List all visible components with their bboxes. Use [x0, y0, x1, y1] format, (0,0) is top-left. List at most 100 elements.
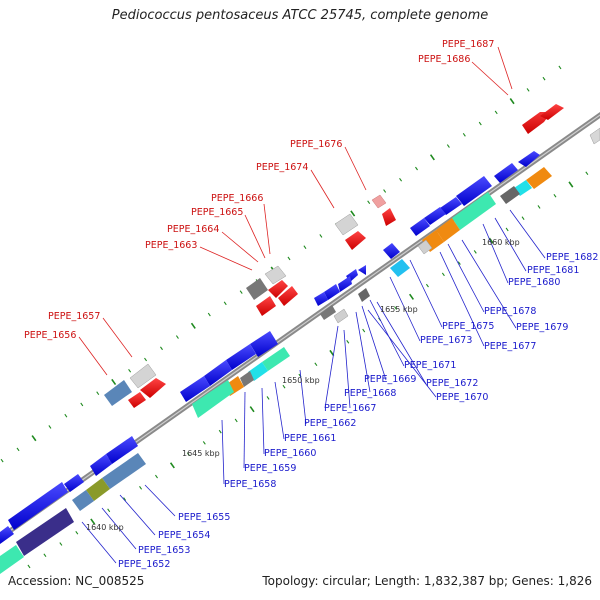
gene-label[interactable]: PEPE_1687 — [442, 39, 494, 50]
scale-tick — [505, 227, 509, 232]
gene-label[interactable]: PEPE_1658 — [224, 479, 276, 490]
gene-label[interactable]: PEPE_1669 — [364, 374, 416, 385]
gene-pepe-1657[interactable] — [129, 363, 157, 389]
gene-label[interactable]: PEPE_1652 — [118, 559, 170, 570]
scale-tick — [409, 293, 415, 300]
scale-tick — [0, 458, 4, 463]
scale-tick — [266, 396, 270, 400]
gene-pepe-1686[interactable] — [540, 104, 564, 120]
scale-tick — [59, 542, 63, 546]
gene-pepe-1664[interactable] — [268, 280, 288, 298]
scale-tick — [128, 368, 132, 373]
gene-label[interactable]: PEPE_1671 — [404, 360, 456, 371]
gene-label[interactable]: PEPE_1661 — [284, 433, 336, 444]
scale-tick — [319, 234, 323, 238]
scale-tick — [234, 418, 238, 423]
gene-label[interactable]: PEPE_1660 — [264, 448, 316, 459]
kbp-label: 1650 kbp — [282, 376, 320, 385]
gene-pepe-1666[interactable] — [264, 265, 287, 285]
scale-tick — [190, 322, 196, 329]
scale-tick — [558, 65, 562, 70]
scale-tick — [542, 76, 546, 81]
scale-tick — [362, 328, 366, 333]
scale-tick — [568, 181, 574, 188]
scale-tick — [429, 154, 435, 161]
scale-tick — [346, 339, 350, 344]
gene-pepe-1676[interactable] — [371, 194, 387, 209]
scale-tick — [282, 384, 286, 389]
kbp-label: 1640 kbp — [86, 523, 124, 532]
scale-tick — [27, 564, 31, 569]
topology-text: Topology: circular; Length: 1,832,387 bp… — [262, 574, 592, 588]
scale-tick — [415, 166, 418, 171]
gene-label[interactable]: PEPE_1664 — [167, 224, 219, 235]
gene-label[interactable]: PEPE_1670 — [436, 392, 488, 403]
scale-tick — [446, 144, 450, 148]
scale-tick — [350, 210, 356, 217]
gene-label[interactable]: PEPE_1677 — [484, 341, 536, 352]
scale-tick — [383, 189, 387, 193]
gene-label[interactable]: PEPE_1668 — [344, 388, 396, 399]
scale-tick — [43, 553, 47, 558]
scale-tick — [509, 98, 515, 105]
gene-label[interactable]: PEPE_1665 — [191, 207, 243, 218]
scale-tick — [175, 335, 179, 339]
gene-label[interactable]: PEPE_1680 — [508, 277, 560, 288]
gene-label[interactable]: PEPE_1678 — [484, 306, 536, 317]
leader-lines — [78, 46, 546, 564]
scale-tick — [303, 245, 307, 249]
gene-label[interactable]: PEPE_1657 — [48, 311, 100, 322]
reverse-strand-genes — [104, 104, 600, 408]
kbp-label: 1645 kbp — [182, 449, 220, 458]
scale-tick — [75, 530, 79, 535]
scale-tick — [144, 357, 148, 362]
scale-tick — [207, 312, 211, 317]
kbp-label: 1655 kbp — [380, 305, 418, 314]
gene-label[interactable]: PEPE_1682 — [546, 252, 598, 263]
kbp-label: 1660 kbp — [482, 238, 520, 247]
gene-label[interactable]: PEPE_1655 — [178, 512, 230, 523]
gene-pepe-1663[interactable] — [256, 296, 276, 316]
gene-label[interactable]: PEPE_1659 — [244, 463, 296, 474]
gene-pepe-1665[interactable] — [246, 278, 268, 300]
gene-label[interactable]: PEPE_1654 — [158, 530, 210, 541]
scale-tick — [155, 474, 158, 479]
gene-label[interactable]: PEPE_1681 — [527, 265, 579, 276]
map-title: Pediococcus pentosaceus ATCC 25745, comp… — [111, 8, 489, 23]
scale-tick — [394, 306, 398, 310]
gene-label[interactable]: PEPE_1663 — [145, 240, 197, 251]
scale-tick — [202, 441, 206, 445]
gene-label[interactable]: PEPE_1666 — [211, 193, 263, 204]
scale-tick — [441, 272, 445, 277]
scale-tick — [521, 216, 525, 220]
scale-tick — [488, 237, 494, 244]
gene-label[interactable]: PEPE_1676 — [290, 139, 342, 150]
forward-strand-genes — [0, 151, 552, 574]
scale-tick — [249, 406, 255, 413]
gene-label[interactable]: PEPE_1675 — [442, 321, 494, 332]
scale-tick — [287, 256, 291, 261]
gene-label[interactable]: PEPE_1653 — [138, 545, 190, 556]
gene-pepe-1674[interactable] — [334, 213, 359, 236]
gene-label[interactable]: PEPE_1679 — [516, 322, 568, 333]
gene-label[interactable]: PEPE_1674 — [256, 162, 308, 173]
scale-tick — [223, 301, 227, 306]
gene-label[interactable]: PEPE_1673 — [420, 335, 472, 346]
gene-label[interactable]: PEPE_1662 — [304, 418, 356, 429]
scale-tick — [96, 391, 100, 396]
forward-gene-labels: PEPE_1682 PEPE_1681 PEPE_1680 PEPE_1678 … — [118, 252, 598, 570]
gene-label[interactable]: PEPE_1672 — [426, 378, 478, 389]
scale-tick — [526, 88, 530, 92]
scale-tick — [553, 193, 557, 198]
gene-pepe-1656[interactable] — [104, 380, 132, 406]
scale-tick — [64, 413, 68, 418]
gene-label[interactable]: PEPE_1656 — [24, 330, 76, 341]
accession-text: Accession: NC_008525 — [8, 574, 145, 588]
scale-tick — [462, 133, 466, 137]
scale-tick — [169, 462, 175, 469]
scale-tick — [159, 346, 163, 351]
gene-label[interactable]: PEPE_1667 — [324, 403, 376, 414]
gene-label[interactable]: PEPE_1686 — [418, 54, 470, 65]
